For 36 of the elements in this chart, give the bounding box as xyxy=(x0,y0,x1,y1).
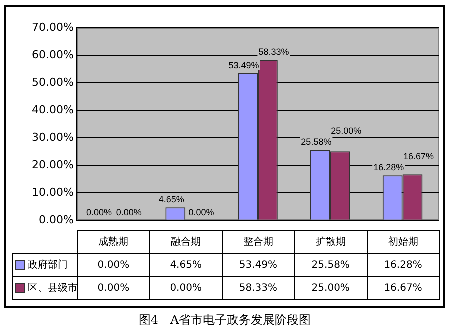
x-tick-label: 融合期 xyxy=(150,230,222,254)
text: 25.58% xyxy=(301,137,332,148)
text: 0.00% xyxy=(86,207,112,218)
data-label: 25.58% xyxy=(294,254,368,276)
text: 58.33% xyxy=(258,47,290,58)
text: 16.67% xyxy=(403,152,434,162)
data-label: 0.00% xyxy=(78,254,150,276)
y-tick-label: 10.00% xyxy=(32,186,74,199)
x-tick-label: 扩散期 xyxy=(294,230,368,254)
data-label: 0.00% xyxy=(150,276,222,300)
x-tick-label: 整合期 xyxy=(222,230,295,254)
y-tick-label: 50.00% xyxy=(32,76,74,89)
caption: 图4 A省市电子政务发展阶段图 xyxy=(138,312,312,329)
data-label: 16.28% xyxy=(367,254,440,276)
text: 53.49% xyxy=(228,60,260,70)
y-tick-label: 70.00% xyxy=(32,20,74,34)
data-label: 53.49% xyxy=(222,254,295,276)
data-label: 4.65% xyxy=(150,254,222,276)
text: 16.28% xyxy=(374,162,404,173)
y-tick-label: 30.00% xyxy=(32,130,74,144)
y-tick-label: 40.00% xyxy=(32,103,74,116)
x-tick-label: 初始期 xyxy=(367,230,440,254)
text: 0.00% xyxy=(116,207,142,218)
data-label: 0.00% xyxy=(78,276,150,300)
y-tick-label: 20.00% xyxy=(32,158,74,172)
y-tick-label: 60.00% xyxy=(32,48,74,62)
legend-label: 政府部门 xyxy=(12,254,78,276)
x-tick-label: 成熟期 xyxy=(78,230,150,254)
y-tick-label: 0.00% xyxy=(39,213,74,226)
text: 4.65% xyxy=(158,194,184,205)
legend-label: 区、县级市 xyxy=(12,276,78,300)
text: 25.00% xyxy=(331,126,362,136)
data-label: 25.00% xyxy=(294,276,368,300)
data-label: 58.33% xyxy=(222,276,295,300)
text: 0.00% xyxy=(188,207,214,218)
data-label: 16.67% xyxy=(367,276,440,300)
